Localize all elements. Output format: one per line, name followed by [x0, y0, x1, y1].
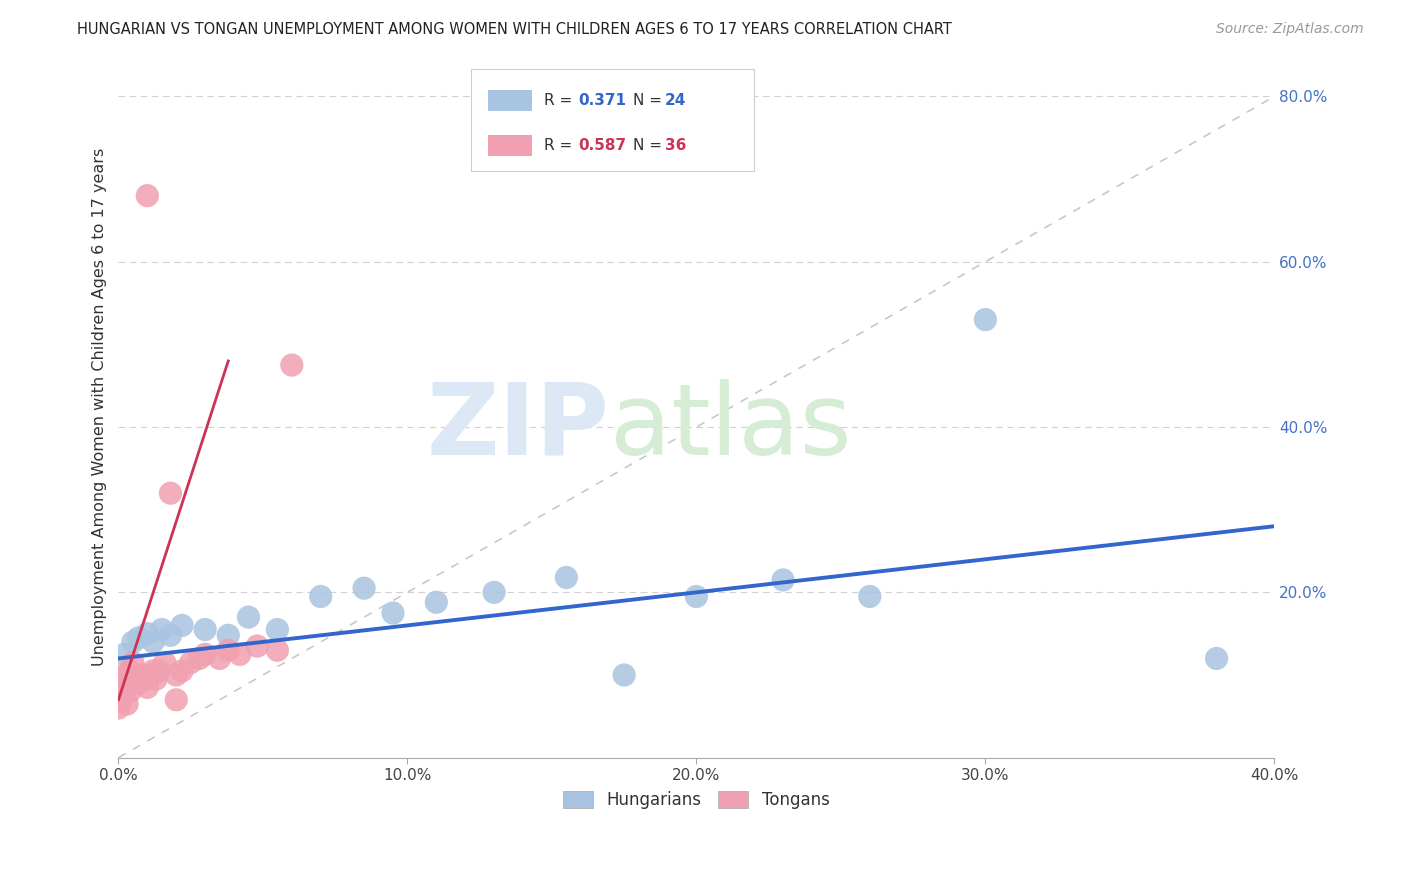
- Point: [772, 573, 794, 587]
- Point: [118, 664, 141, 678]
- Point: [112, 648, 135, 662]
- Point: [112, 689, 135, 703]
- Point: [165, 668, 187, 682]
- Bar: [488, 90, 533, 112]
- Point: [246, 639, 269, 653]
- Text: 0.371: 0.371: [578, 94, 627, 108]
- Point: [107, 676, 129, 690]
- Point: [381, 606, 404, 620]
- Point: [122, 676, 145, 690]
- FancyBboxPatch shape: [471, 70, 754, 171]
- Text: HUNGARIAN VS TONGAN UNEMPLOYMENT AMONG WOMEN WITH CHILDREN AGES 6 TO 17 YEARS CO: HUNGARIAN VS TONGAN UNEMPLOYMENT AMONG W…: [77, 22, 952, 37]
- Point: [217, 628, 239, 642]
- Text: R =: R =: [544, 137, 576, 153]
- Point: [170, 618, 193, 632]
- Text: N =: N =: [633, 137, 666, 153]
- Point: [229, 648, 252, 662]
- Point: [353, 581, 375, 595]
- Text: N =: N =: [633, 94, 666, 108]
- Text: ZIP: ZIP: [427, 379, 610, 476]
- Point: [115, 681, 138, 695]
- Point: [142, 635, 165, 649]
- Point: [613, 668, 636, 682]
- Point: [238, 610, 260, 624]
- Point: [122, 656, 145, 670]
- Point: [859, 590, 882, 604]
- Point: [136, 188, 159, 202]
- Point: [112, 668, 135, 682]
- Point: [1205, 651, 1227, 665]
- Text: Source: ZipAtlas.com: Source: ZipAtlas.com: [1216, 22, 1364, 37]
- Point: [110, 672, 132, 686]
- Y-axis label: Unemployment Among Women with Children Ages 6 to 17 years: Unemployment Among Women with Children A…: [93, 147, 107, 665]
- Point: [150, 623, 173, 637]
- Point: [110, 693, 132, 707]
- Legend: Hungarians, Tongans: Hungarians, Tongans: [557, 785, 837, 816]
- Point: [309, 590, 332, 604]
- Point: [107, 701, 129, 715]
- Point: [180, 656, 202, 670]
- Point: [685, 590, 707, 604]
- Point: [266, 623, 288, 637]
- Point: [188, 651, 211, 665]
- Text: 0.587: 0.587: [578, 137, 627, 153]
- Point: [145, 672, 167, 686]
- Point: [159, 628, 181, 642]
- Point: [170, 664, 193, 678]
- Point: [482, 585, 505, 599]
- Point: [142, 664, 165, 678]
- Point: [139, 668, 162, 682]
- Text: 24: 24: [665, 94, 686, 108]
- Point: [115, 697, 138, 711]
- Point: [136, 626, 159, 640]
- Point: [217, 643, 239, 657]
- Point: [131, 668, 153, 682]
- Point: [194, 623, 217, 637]
- Point: [134, 672, 156, 686]
- Text: 36: 36: [665, 137, 686, 153]
- Text: R =: R =: [544, 94, 576, 108]
- Point: [425, 595, 447, 609]
- Point: [208, 651, 231, 665]
- Point: [128, 631, 150, 645]
- Point: [165, 693, 187, 707]
- Point: [555, 570, 578, 584]
- Point: [266, 643, 288, 657]
- Point: [136, 681, 159, 695]
- Text: atlas: atlas: [610, 379, 852, 476]
- Point: [128, 676, 150, 690]
- Point: [153, 656, 176, 670]
- Point: [125, 672, 148, 686]
- Point: [148, 664, 170, 678]
- Point: [974, 312, 997, 326]
- Point: [194, 648, 217, 662]
- Point: [281, 358, 304, 372]
- Point: [118, 684, 141, 698]
- Point: [159, 486, 181, 500]
- Point: [122, 635, 145, 649]
- Bar: [488, 135, 533, 155]
